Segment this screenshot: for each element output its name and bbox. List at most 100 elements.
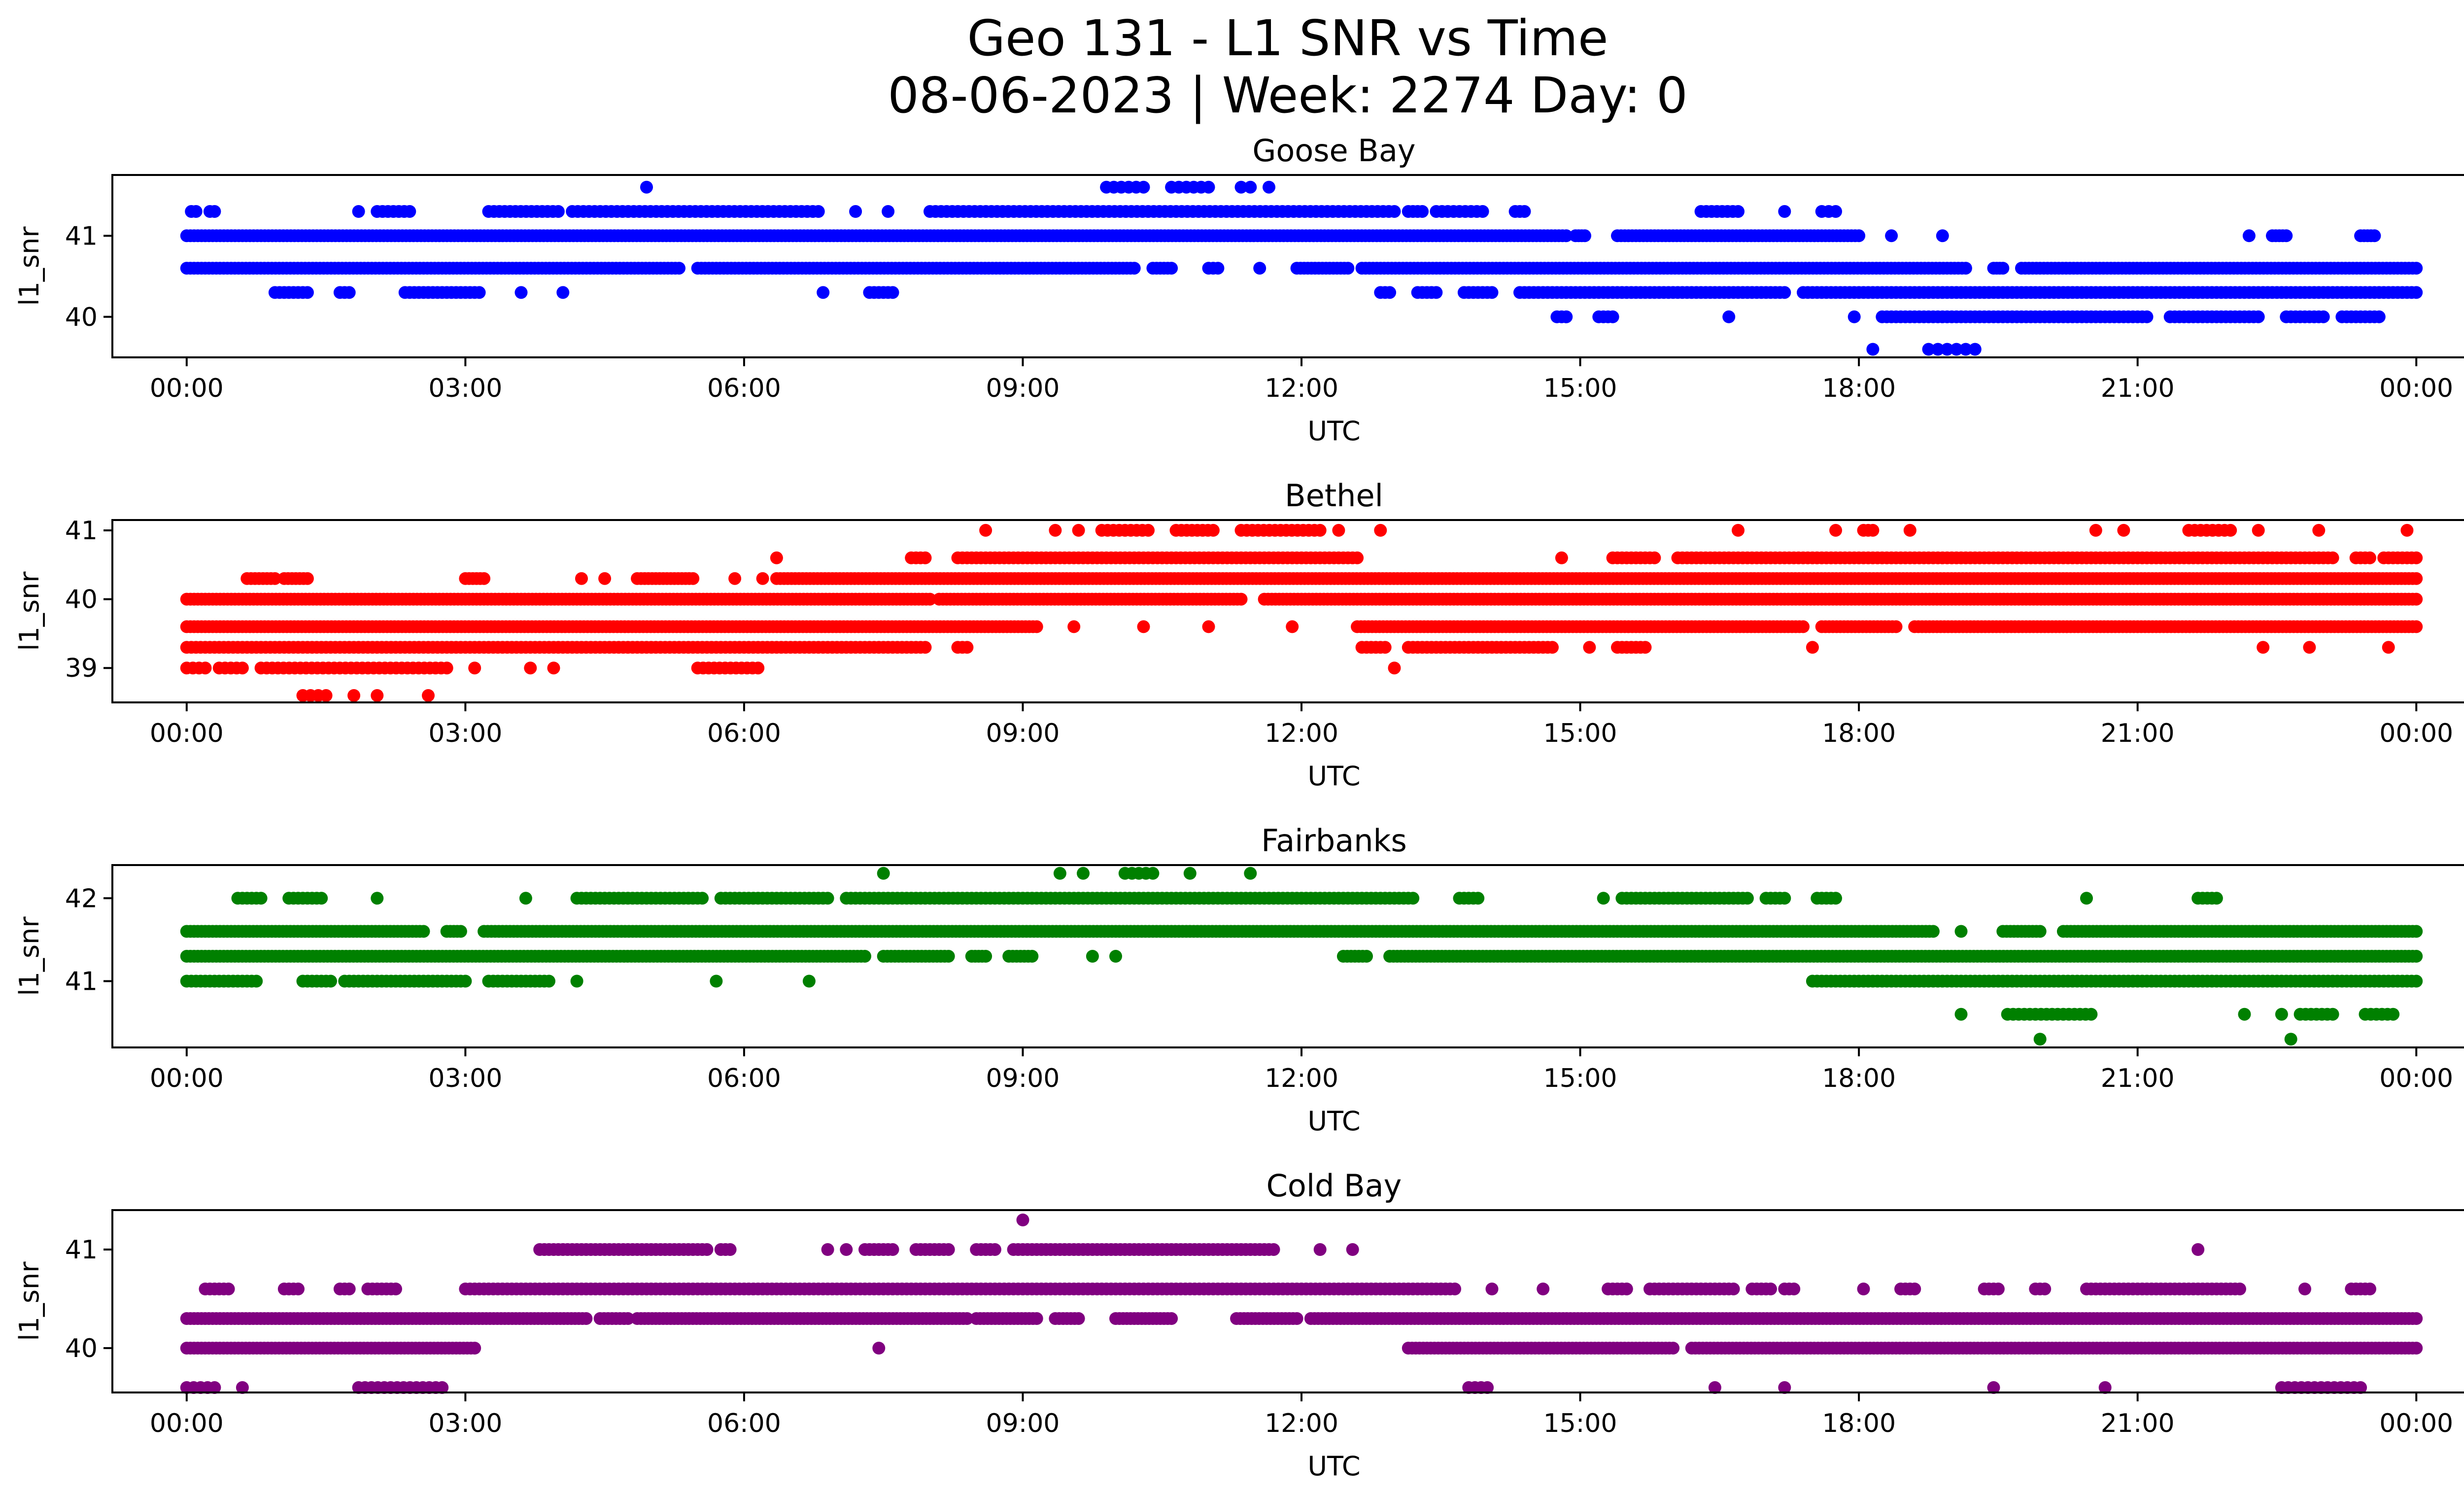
data-point (882, 205, 895, 218)
x-tick-label: 00:00 (150, 719, 224, 748)
data-point (1941, 343, 1954, 356)
x-tick-label: 12:00 (1265, 719, 1338, 748)
data-point (371, 689, 384, 702)
data-point (403, 205, 416, 218)
data-point (2410, 620, 2423, 633)
x-tick-label: 06:00 (707, 719, 781, 748)
data-point (468, 661, 481, 675)
data-point (919, 641, 932, 654)
data-point (1648, 551, 1661, 564)
y-tick-label: 39 (65, 654, 98, 683)
y-axis-label-bethel: l1_snr (14, 571, 45, 651)
data-point (342, 286, 356, 299)
data-point (1142, 523, 1155, 537)
data-point (1137, 620, 1150, 633)
data-point (1555, 551, 1568, 564)
data-point (208, 205, 221, 218)
data-point (1806, 641, 1819, 654)
data-point (1476, 205, 1489, 218)
data-point (1137, 180, 1150, 194)
figure-title-line-1: Geo 131 - L1 SNR vs Time (967, 9, 1608, 67)
data-point (440, 661, 453, 675)
data-point (673, 262, 685, 275)
data-point (2252, 310, 2265, 323)
data-point (1472, 892, 1485, 905)
data-point (1797, 620, 1810, 633)
panel-title-bethel: Bethel (1285, 478, 1383, 514)
data-point (696, 892, 709, 905)
data-point (1885, 229, 1898, 243)
data-point (756, 572, 769, 585)
data-point (2368, 229, 2381, 243)
data-point (817, 286, 830, 299)
data-point (236, 661, 249, 675)
data-point (371, 892, 384, 905)
data-point (1732, 523, 1745, 537)
data-point (877, 867, 890, 880)
x-tick-label: 18:00 (1822, 719, 1896, 748)
data-point (812, 205, 825, 218)
data-point (1485, 286, 1499, 299)
data-point (417, 925, 430, 938)
data-point (268, 572, 281, 585)
x-tick-label: 09:00 (986, 719, 1060, 748)
data-point (1067, 620, 1081, 633)
data-point (1049, 523, 1062, 537)
data-point (1829, 892, 1842, 905)
y-tick-label: 40 (65, 585, 98, 615)
data-point (1244, 180, 1257, 194)
data-point (2117, 523, 2130, 537)
data-point (1388, 205, 1401, 218)
data-point (1597, 892, 1610, 905)
data-point (1560, 229, 1573, 243)
data-point (1202, 620, 1215, 633)
data-point (1996, 262, 2010, 275)
data-point (454, 925, 467, 938)
y-tick-label: 41 (65, 516, 98, 546)
data-point (1406, 892, 1420, 905)
data-point (2410, 262, 2423, 275)
x-tick-label: 03:00 (428, 374, 502, 403)
data-point (1244, 867, 1257, 880)
data-point (1383, 286, 1397, 299)
data-point (2312, 523, 2326, 537)
panel-goose-bay: Goose Bay UTC l1_snr 00:00 03:00 06:00 09:0… (14, 133, 2464, 447)
data-point (1931, 343, 1945, 356)
data-point (686, 572, 700, 585)
data-point (1950, 343, 1963, 356)
data-point (752, 661, 765, 675)
data-point (1866, 343, 1880, 356)
data-point (1360, 950, 1373, 963)
y-tick-label: 40 (65, 303, 98, 332)
data-point (1722, 310, 1736, 323)
data-point (1332, 523, 1345, 537)
data-point (640, 180, 653, 194)
y-axis-label-fairbanks: l1_snr (14, 916, 45, 996)
data-point (1211, 262, 1225, 275)
data-point (1889, 620, 1903, 633)
plot-frame-goose-bay (111, 174, 2464, 358)
data-point (1202, 180, 1215, 194)
data-point (301, 572, 314, 585)
data-point (1829, 523, 1842, 537)
data-point (1183, 867, 1197, 880)
data-point (1030, 620, 1043, 633)
panel-title-fairbanks: Fairbanks (1261, 823, 1407, 859)
data-point (551, 205, 565, 218)
data-point (858, 950, 871, 963)
data-point (2410, 592, 2423, 606)
data-point (919, 551, 932, 564)
data-point (1583, 641, 1596, 654)
x-tick-label: 15:00 (1543, 719, 1617, 748)
data-point (2410, 572, 2423, 585)
data-point (1560, 310, 1573, 323)
data-point (1313, 523, 1327, 537)
x-axis-label-goose-bay: UTC (1307, 416, 1360, 447)
data-point (728, 572, 742, 585)
data-point (1732, 205, 1745, 218)
data-point (2363, 551, 2376, 564)
data-point (2317, 310, 2330, 323)
data-point (2140, 310, 2154, 323)
